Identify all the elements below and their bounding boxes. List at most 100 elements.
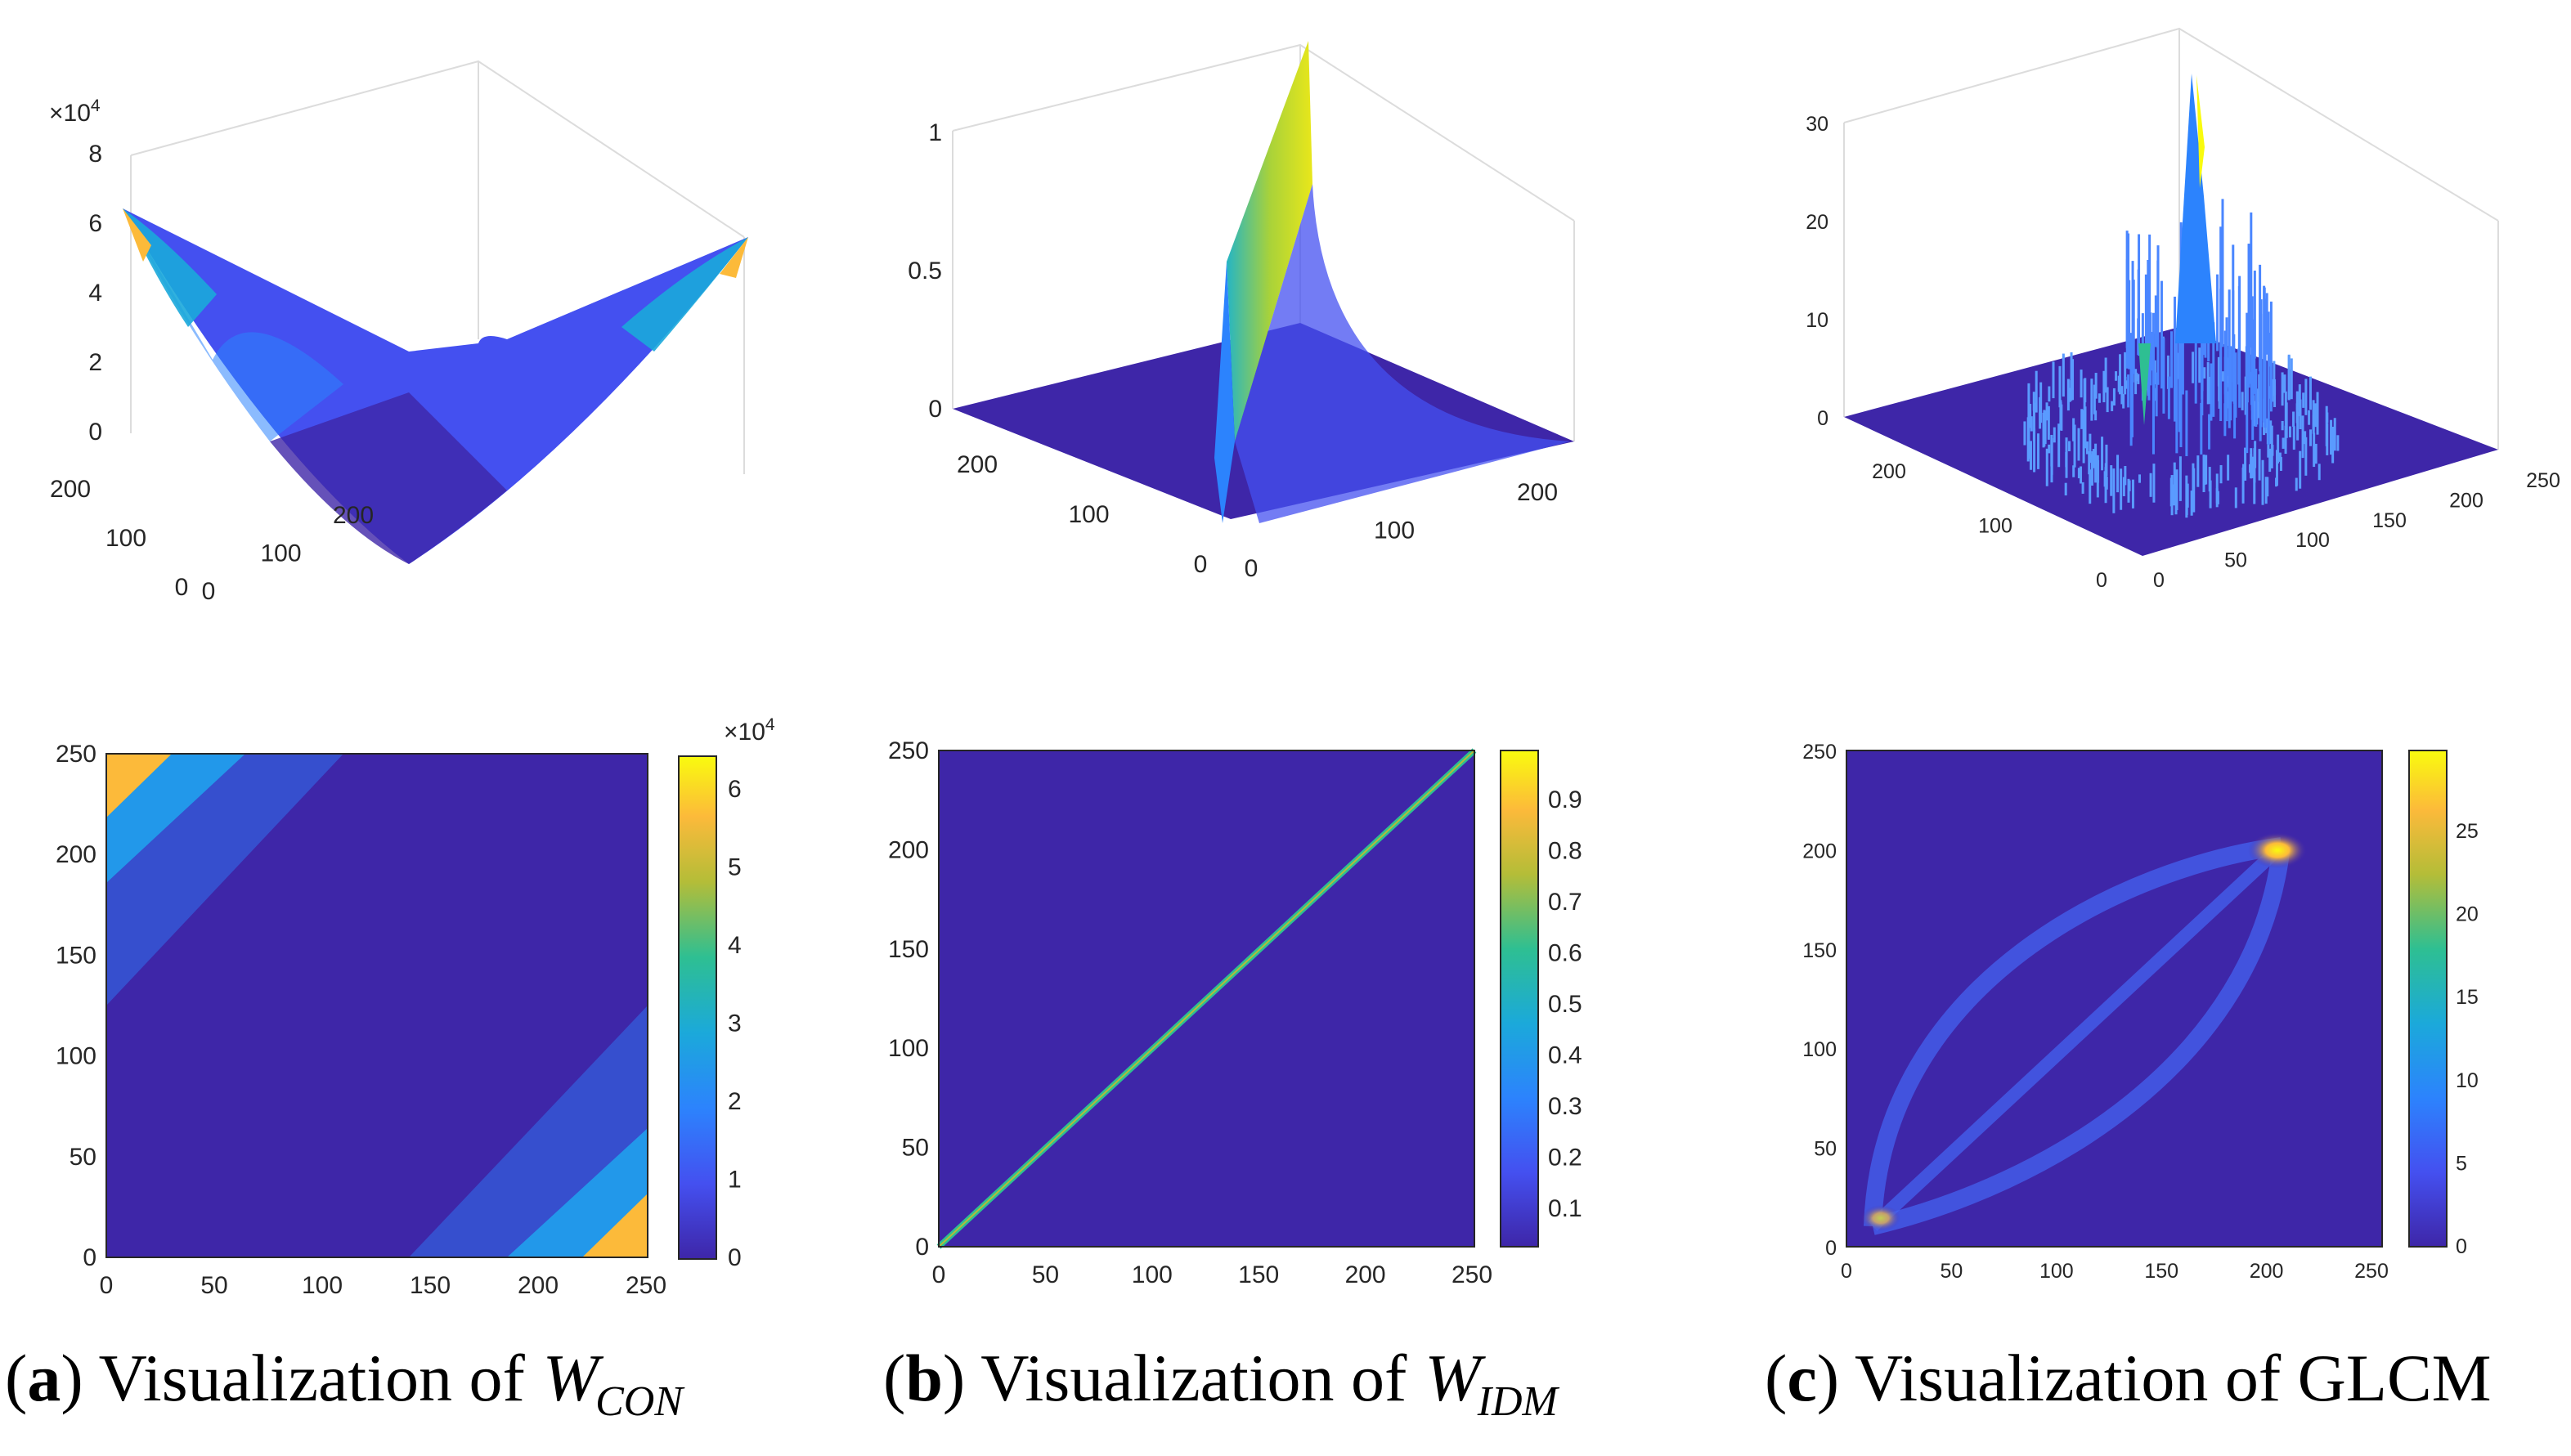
heat-b-ytick: 250 <box>888 737 929 764</box>
surf-a-ytick: 100 <box>105 525 146 552</box>
surf-c-ztick: 0 <box>1817 407 1828 430</box>
heat-a-ytick: 100 <box>56 1043 96 1070</box>
surf-a-ytick: 0 <box>175 574 189 601</box>
heat-b-ytick: 50 <box>902 1135 929 1162</box>
heat-b-xtick: 100 <box>1132 1261 1173 1288</box>
heat-c-ytick: 250 <box>1802 741 1837 764</box>
cbar-b-tick: 0.8 <box>1548 838 1582 865</box>
cbar-b-tick: 0.4 <box>1548 1042 1582 1069</box>
cbar-c-tick: 25 <box>2456 820 2479 843</box>
cbar-b-tick: 0.6 <box>1548 940 1582 967</box>
cbar-a-tick: 4 <box>728 932 742 959</box>
cbar-a-tick: 1 <box>728 1167 742 1194</box>
heat-b-ytick: 150 <box>888 936 929 963</box>
surf-a-ztick: 0 <box>88 419 102 446</box>
heat-a-xtick: 0 <box>100 1272 114 1299</box>
heat-a-xtick: 250 <box>626 1272 666 1299</box>
heat-a-ytick: 0 <box>83 1244 96 1271</box>
cbar-c-tick: 0 <box>2456 1235 2467 1258</box>
heatmap-a <box>105 753 648 1258</box>
cbar-a-tick: 3 <box>728 1010 742 1037</box>
heat-b-ytick: 100 <box>888 1035 929 1062</box>
cbar-c-tick: 20 <box>2456 903 2479 926</box>
colorbar-a <box>678 755 717 1260</box>
surf-b-ztick: 1 <box>928 119 942 146</box>
heat-c-ytick: 50 <box>1814 1138 1837 1161</box>
cbar-c-tick: 15 <box>2456 986 2479 1009</box>
surf-c-ztick: 20 <box>1806 211 1828 234</box>
surf-a-ztick: 2 <box>88 349 102 376</box>
surf-c-xtick: 150 <box>2372 509 2407 532</box>
surf-b-xtick: 100 <box>1374 517 1415 544</box>
surface-c-axes <box>1843 27 2499 450</box>
cbar-a-tick: 2 <box>728 1088 742 1115</box>
surface-a-axes <box>130 60 745 474</box>
heat-a-ytick: 200 <box>56 841 96 868</box>
surf-a-ztick: 4 <box>88 280 102 307</box>
heat-c-xtick: 50 <box>1940 1260 1963 1283</box>
heat-b-ytick: 0 <box>915 1234 929 1261</box>
cbar-a-mult: ×104 <box>724 715 775 746</box>
surf-b-xtick: 200 <box>1517 479 1558 506</box>
surf-c-xtick: 100 <box>2295 529 2330 552</box>
heat-c-xtick: 150 <box>2144 1260 2178 1283</box>
heat-c-ytick: 150 <box>1802 939 1837 962</box>
surf-b-ztick: 0.5 <box>908 258 942 284</box>
surf-c-xtick: 200 <box>2449 489 2484 512</box>
heat-c-xtick: 0 <box>1841 1260 1852 1283</box>
cbar-b-tick: 0.3 <box>1548 1093 1582 1120</box>
surf-a-zmult: ×104 <box>49 96 101 127</box>
cbar-b-tick: 0.7 <box>1548 889 1582 916</box>
heat-c-xtick: 250 <box>2354 1260 2389 1283</box>
cbar-a-tick: 6 <box>728 776 742 803</box>
heat-b-xtick: 50 <box>1032 1261 1059 1288</box>
heat-c-ytick: 100 <box>1802 1038 1837 1061</box>
cbar-b-tick: 0.1 <box>1548 1195 1582 1222</box>
surf-a-ytick: 200 <box>50 476 91 503</box>
surf-a-xtick: 0 <box>202 578 216 605</box>
surface-b <box>953 41 1574 523</box>
heat-a-xtick: 100 <box>302 1272 343 1299</box>
surface-a <box>123 208 748 564</box>
caption-b: (b) Visualization of WIDM <box>883 1341 1558 1425</box>
heat-a-xtick: 200 <box>518 1272 559 1299</box>
caption-a: (a) Visualization of WCON <box>5 1341 683 1425</box>
heat-a-xtick: 150 <box>410 1272 451 1299</box>
surf-c-xtick: 250 <box>2526 469 2560 492</box>
cbar-b-tick: 0.9 <box>1548 786 1582 813</box>
heat-a-ytick: 150 <box>56 942 96 969</box>
heat-c-xtick: 200 <box>2250 1260 2284 1283</box>
heatmap-b <box>936 748 1477 1249</box>
heat-a-ytick: 50 <box>70 1144 96 1171</box>
surf-c-xtick: 0 <box>2153 569 2165 592</box>
heat-b-ytick: 200 <box>888 836 929 863</box>
heat-b-xtick: 150 <box>1238 1261 1279 1288</box>
heat-b-xtick: 250 <box>1452 1261 1492 1288</box>
surf-b-ytick: 100 <box>1068 501 1109 528</box>
cbar-b-tick: 0.5 <box>1548 991 1582 1018</box>
surf-b-ytick: 200 <box>957 451 998 478</box>
cbar-b-tick: 0.2 <box>1548 1145 1582 1172</box>
heat-a-xtick: 50 <box>200 1272 227 1299</box>
surf-a-ztick: 8 <box>88 141 102 168</box>
surf-c-ztick: 30 <box>1806 113 1828 136</box>
caption-c: (c) Visualization of GLCM <box>1765 1341 2492 1415</box>
surf-b-xtick: 0 <box>1245 555 1259 582</box>
heat-a-ytick: 250 <box>56 741 96 768</box>
surf-c-ytick: 100 <box>1978 515 2012 538</box>
colorbar-c <box>2408 750 2448 1248</box>
surf-b-ytick: 0 <box>1194 551 1208 578</box>
heat-b-xtick: 200 <box>1345 1261 1386 1288</box>
surf-a-xtick: 200 <box>333 502 374 529</box>
surf-c-xtick: 50 <box>2224 549 2247 572</box>
surface-c <box>1844 74 2498 556</box>
heat-c-xtick: 100 <box>2039 1260 2074 1283</box>
surf-c-ztick: 10 <box>1806 309 1828 332</box>
heat-c-ytick: 0 <box>1825 1237 1837 1260</box>
surf-c-ytick: 0 <box>2096 569 2107 592</box>
cbar-c-tick: 10 <box>2456 1069 2479 1092</box>
cbar-a-tick: 5 <box>728 854 742 881</box>
colorbar-b <box>1500 750 1539 1248</box>
heat-c-ytick: 200 <box>1802 840 1837 862</box>
